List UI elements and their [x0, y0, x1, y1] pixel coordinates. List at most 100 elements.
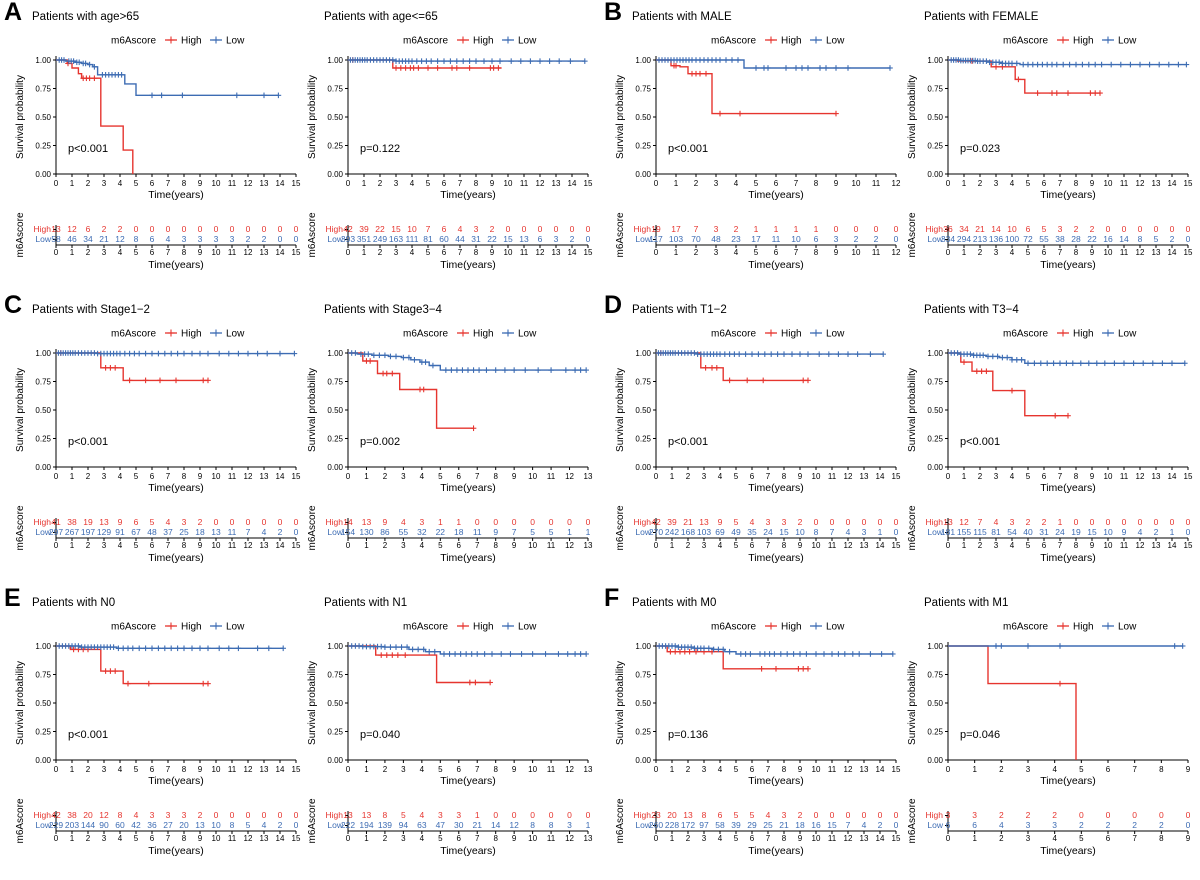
svg-text:9: 9 — [798, 834, 803, 843]
plot-axes: 1.000.750.500.250.000 1 2 3 4 5 6 7 8 9 10 11 12 — [635, 56, 901, 188]
svg-text:13: 13 — [1152, 541, 1161, 550]
svg-text:8: 8 — [814, 527, 819, 537]
svg-text:242: 242 — [665, 527, 679, 537]
svg-text:129: 129 — [97, 527, 111, 537]
svg-text:14: 14 — [276, 541, 285, 550]
svg-text:2: 2 — [978, 179, 983, 188]
svg-text:3: 3 — [198, 234, 203, 244]
svg-text:8: 8 — [118, 810, 123, 820]
svg-text:0.50: 0.50 — [927, 406, 943, 415]
svg-text:3: 3 — [834, 234, 839, 244]
svg-text:1.00: 1.00 — [35, 642, 51, 651]
svg-text:4: 4 — [420, 472, 425, 481]
svg-text:58: 58 — [715, 820, 725, 830]
svg-text:9: 9 — [198, 248, 203, 257]
risk-axis-label: m6Ascore — [307, 212, 318, 257]
svg-text:1: 1 — [364, 541, 369, 550]
svg-text:10: 10 — [212, 541, 221, 550]
km-subplot-age-le65: Patients with age<=65 m6Ascore High Low 1.00… — [304, 4, 596, 288]
svg-text:13: 13 — [519, 234, 529, 244]
svg-text:2: 2 — [734, 224, 739, 234]
svg-text:1: 1 — [70, 248, 75, 257]
survival-curve-low — [348, 350, 589, 373]
svg-text:0: 0 — [512, 810, 517, 820]
svg-text:334: 334 — [941, 234, 955, 244]
censor-marks-low — [655, 350, 886, 357]
svg-text:136: 136 — [989, 234, 1003, 244]
survival-curve-low — [56, 643, 286, 652]
y-axis-label: Survival probability — [907, 368, 918, 452]
svg-text:9: 9 — [834, 248, 839, 257]
svg-text:40: 40 — [1023, 527, 1033, 537]
svg-text:0.00: 0.00 — [327, 463, 343, 472]
legend-high-label: High — [181, 329, 202, 340]
risk-x-axis-label: Time(years) — [748, 845, 804, 857]
svg-text:5: 5 — [1079, 765, 1084, 774]
svg-text:6: 6 — [442, 224, 447, 234]
svg-text:0.50: 0.50 — [927, 699, 943, 708]
panel-c-plots: Patients with Stage1−2 m6Ascore High Low 1.0… — [12, 297, 600, 581]
svg-text:0: 0 — [1138, 517, 1143, 527]
survival-curve-low — [656, 57, 893, 71]
censor-marks-high — [671, 62, 839, 117]
svg-text:0: 0 — [294, 517, 299, 527]
survival-curve-high — [348, 645, 493, 686]
svg-text:3: 3 — [401, 765, 406, 774]
km-subplot-m0: Patients with M0 m6Ascore High Low 1.00 0.75 0… — [612, 590, 904, 874]
svg-text:6: 6 — [1106, 765, 1111, 774]
svg-text:4: 4 — [734, 179, 739, 188]
svg-text:0: 0 — [1079, 810, 1084, 820]
risk-x-axis-label: Time(years) — [440, 845, 496, 857]
svg-text:3: 3 — [150, 810, 155, 820]
svg-text:0.75: 0.75 — [635, 84, 651, 93]
risk-axis-label: m6Ascore — [15, 798, 26, 843]
svg-text:0: 0 — [874, 224, 879, 234]
svg-text:0: 0 — [1170, 224, 1175, 234]
svg-text:16: 16 — [811, 820, 821, 830]
svg-text:2: 2 — [798, 810, 803, 820]
survival-curve-low — [56, 57, 282, 99]
km-subplot-t1-2: Patients with T1−2 m6Ascore High Low 1.00 0.7… — [612, 297, 904, 581]
svg-text:9: 9 — [834, 179, 839, 188]
svg-text:0: 0 — [246, 810, 251, 820]
svg-text:1: 1 — [670, 541, 675, 550]
svg-text:6: 6 — [442, 248, 447, 257]
svg-text:0: 0 — [567, 517, 572, 527]
svg-text:2: 2 — [798, 517, 803, 527]
svg-text:17: 17 — [751, 234, 761, 244]
svg-text:0.25: 0.25 — [35, 434, 51, 443]
svg-text:8: 8 — [1074, 472, 1079, 481]
svg-text:0: 0 — [814, 517, 819, 527]
svg-text:0: 0 — [846, 517, 851, 527]
panel-b-plots: Patients with MALE m6Ascore High Low 1.00 0.7… — [612, 4, 1200, 288]
censor-marks-high — [65, 60, 98, 82]
svg-text:10: 10 — [852, 179, 861, 188]
svg-text:7: 7 — [766, 834, 771, 843]
svg-text:7: 7 — [766, 765, 771, 774]
censor-marks-low — [56, 57, 282, 99]
risk-axis-label: m6Ascore — [307, 505, 318, 550]
svg-text:1: 1 — [962, 248, 967, 257]
svg-text:12: 12 — [244, 179, 253, 188]
svg-text:8: 8 — [182, 472, 187, 481]
svg-text:0: 0 — [1106, 517, 1111, 527]
svg-text:0: 0 — [1132, 810, 1137, 820]
risk-row-label-high: High — [34, 224, 52, 234]
svg-text:5: 5 — [754, 179, 759, 188]
svg-text:117: 117 — [649, 234, 663, 244]
svg-text:35: 35 — [747, 527, 757, 537]
legend: m6Ascore High Low — [1003, 622, 1137, 633]
svg-text:9: 9 — [490, 248, 495, 257]
svg-text:194: 194 — [359, 820, 373, 830]
risk-row-label-low: Low — [35, 527, 51, 537]
panel-letter-f: F — [604, 584, 620, 612]
svg-text:14: 14 — [1168, 472, 1177, 481]
y-axis-label: Survival probability — [907, 661, 918, 745]
svg-text:0.75: 0.75 — [327, 377, 343, 386]
svg-text:2: 2 — [1132, 820, 1137, 830]
panel-letter-c: C — [4, 291, 23, 319]
